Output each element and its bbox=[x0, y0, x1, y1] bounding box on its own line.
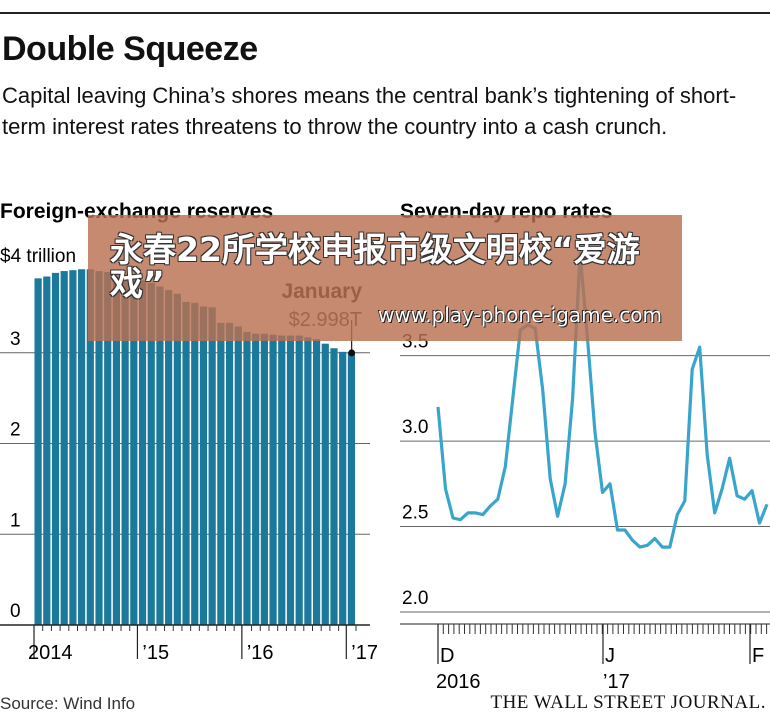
reserve-bar bbox=[130, 276, 138, 625]
reserve-bar bbox=[295, 335, 303, 625]
left-chart-unit-label: $4 trillion bbox=[0, 246, 76, 267]
reserve-bar bbox=[339, 351, 347, 625]
left-xtick-label: 2014 bbox=[28, 642, 73, 664]
right-xtick-label: D bbox=[440, 645, 454, 667]
reserve-bar bbox=[138, 280, 147, 625]
reserve-bar bbox=[34, 278, 42, 625]
reserve-bar bbox=[86, 269, 94, 625]
reserve-bar bbox=[260, 333, 268, 625]
left-ytick-label: 0 bbox=[10, 601, 21, 622]
page-subtitle: Capital leaving China’s shores means the… bbox=[2, 83, 737, 139]
reserve-bar bbox=[234, 326, 242, 625]
reserve-bar bbox=[112, 276, 121, 625]
reserve-bar bbox=[121, 275, 129, 625]
right-ytick-label: 2.0 bbox=[402, 588, 428, 609]
left-xtick-label: ’15 bbox=[142, 642, 169, 664]
right-xtick-label: J bbox=[605, 645, 615, 667]
reserve-bar bbox=[347, 352, 355, 625]
reserve-bar bbox=[69, 270, 77, 625]
right-year-label: 2016 bbox=[436, 671, 481, 693]
reserve-bar bbox=[95, 271, 103, 625]
top-rule bbox=[0, 12, 770, 14]
publisher-logo: THE WALL STREET JOURNAL. bbox=[490, 692, 766, 713]
reserve-bar bbox=[269, 334, 277, 625]
reserve-bar bbox=[104, 271, 112, 625]
right-year-label: ’17 bbox=[603, 671, 630, 693]
reserve-bar bbox=[51, 272, 60, 625]
reserve-bar bbox=[165, 290, 173, 625]
reserve-bar bbox=[330, 348, 338, 625]
watermark-overlay: 永春22所学校申报市级文明校“爱游戏” www.play-phone-igame… bbox=[88, 215, 682, 341]
reserve-bar bbox=[182, 301, 190, 625]
reserve-bar bbox=[321, 343, 329, 625]
reserve-bar bbox=[173, 293, 181, 625]
reserve-bar bbox=[156, 286, 164, 625]
overlay-url: www.play-phone-igame.com bbox=[378, 303, 662, 327]
left-ytick-label: 3 bbox=[10, 329, 21, 350]
page-title: Double Squeeze bbox=[2, 30, 258, 68]
source-note: Source: Wind Info bbox=[0, 694, 136, 713]
reserve-bar bbox=[191, 302, 199, 625]
right-ytick-label: 2.5 bbox=[402, 503, 428, 524]
annotation-point bbox=[348, 349, 356, 357]
reserve-bar bbox=[278, 335, 286, 625]
right-xtick-label: F bbox=[752, 645, 764, 667]
left-xtick-label: ’16 bbox=[247, 642, 274, 664]
reserve-bar bbox=[243, 331, 251, 625]
reserve-bar bbox=[217, 322, 225, 625]
reserve-bar bbox=[208, 307, 216, 625]
left-ytick-label: 2 bbox=[10, 420, 21, 441]
reserve-bar bbox=[225, 322, 234, 625]
overlay-title: 永春22所学校申报市级文明校“爱游戏” bbox=[110, 230, 640, 303]
reserve-bar bbox=[286, 335, 295, 625]
right-ytick-label: 3.0 bbox=[402, 417, 428, 438]
reserve-bar bbox=[312, 339, 321, 625]
repo-rate-line bbox=[436, 251, 769, 549]
reserve-bar bbox=[199, 306, 208, 625]
reserve-bar bbox=[304, 337, 312, 625]
reserve-bar bbox=[43, 276, 51, 625]
reserve-bar bbox=[60, 271, 68, 625]
left-xtick-label: ’17 bbox=[351, 642, 378, 664]
reserve-bar bbox=[78, 269, 86, 625]
reserve-bar bbox=[147, 282, 155, 625]
reserve-bar bbox=[252, 333, 260, 625]
left-ytick-label: 1 bbox=[10, 510, 21, 531]
